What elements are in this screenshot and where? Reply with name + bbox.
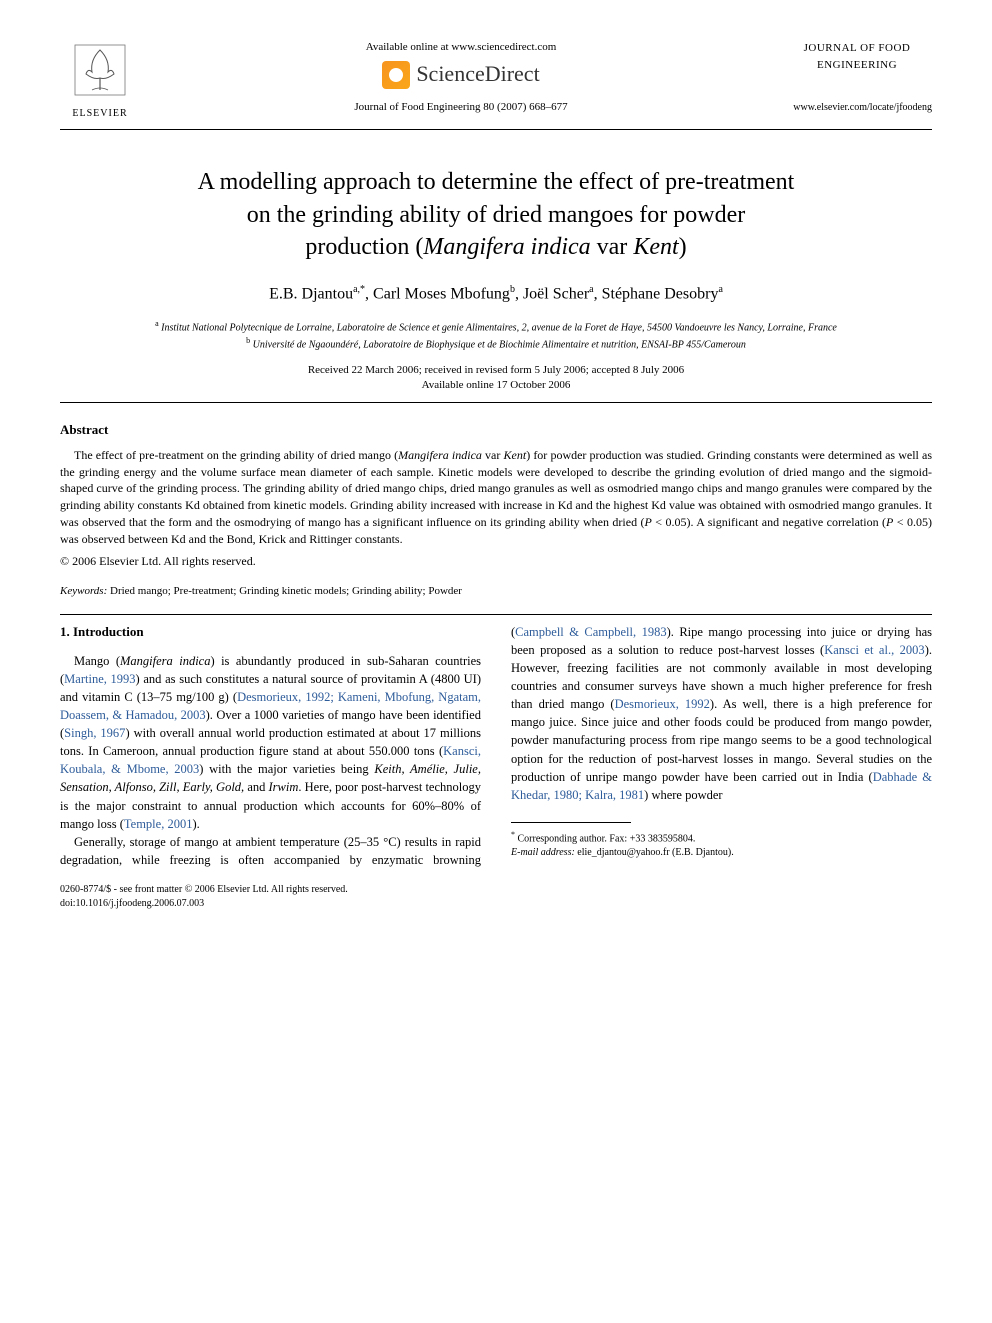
front-matter-line: 0260-8774/$ - see front matter © 2006 El… (60, 883, 932, 897)
elsevier-tree-icon (70, 40, 130, 100)
keywords-text: Dried mango; Pre-treatment; Grinding kin… (107, 585, 462, 597)
title-variety: Kent (633, 234, 678, 260)
intro-heading: 1. Introduction (60, 623, 481, 642)
ref-singh[interactable]: Singh, 1967 (64, 726, 125, 740)
journal-title-caps: JOURNAL OF FOOD ENGINEERING (782, 40, 932, 73)
p1a: Mango ( (74, 654, 120, 668)
sciencedirect-logo: ScienceDirect (160, 59, 762, 90)
affiliations: a Institut National Polytecnique de Lorr… (60, 318, 932, 353)
email-line: E-mail address: elie_djantou@yahoo.fr (E… (511, 846, 932, 860)
p2e: ) where powder (644, 788, 722, 802)
page-header: ELSEVIER Available online at www.science… (60, 40, 932, 121)
affil-b-text: Université de Ngaoundéré, Laboratoire de… (250, 340, 746, 351)
p1l: ). (192, 817, 199, 831)
affil-a-text: Institut National Polytecnique de Lorrai… (159, 322, 837, 333)
title-line3c: var (591, 234, 634, 260)
abs-species: Mangifera indica (398, 448, 482, 462)
p1g: ) with the major varieties being (199, 762, 374, 776)
title-species: Mangifera indica (423, 234, 590, 260)
ref-desmorieux-1992[interactable]: Desmorieux, 1992 (615, 697, 710, 711)
article-dates: Received 22 March 2006; received in revi… (60, 363, 932, 394)
elsevier-logo: ELSEVIER (60, 40, 140, 121)
ref-kansci-2003[interactable]: Kansci et al., 2003 (824, 643, 924, 657)
dates-line2: Available online 17 October 2006 (422, 379, 571, 391)
bottom-meta: 0260-8774/$ - see front matter © 2006 El… (60, 883, 932, 911)
elsevier-label: ELSEVIER (60, 107, 140, 121)
rule-above-abstract (60, 402, 932, 403)
author-2: , Carl Moses Mbofung (365, 286, 510, 303)
locate-url: www.elsevier.com/locate/jfoodeng (782, 101, 932, 115)
intro-para-1: Mango (Mangifera indica) is abundantly p… (60, 652, 481, 833)
keywords-line: Keywords: Dried mango; Pre-treatment; Gr… (60, 584, 932, 599)
email-suffix: (E.B. Djantou). (670, 847, 734, 858)
center-header: Available online at www.sciencedirect.co… (140, 40, 782, 116)
rule-below-keywords (60, 614, 932, 615)
sciencedirect-icon (382, 61, 410, 89)
right-header: JOURNAL OF FOOD ENGINEERING www.elsevier… (782, 40, 932, 115)
footnote-separator (511, 822, 631, 823)
ref-martine[interactable]: Martine, 1993 (64, 672, 135, 686)
email-label: E-mail address: (511, 847, 575, 858)
abstract-body: The effect of pre-treatment on the grind… (60, 447, 932, 548)
abs-p1: P (645, 515, 652, 529)
footnotes: * Corresponding author. Fax: +33 3835958… (511, 829, 932, 860)
corr-text: Corresponding author. Fax: +33 383595804… (515, 833, 695, 844)
ref-campbell[interactable]: Campbell & Campbell, 1983 (515, 625, 666, 639)
abs-variety: Kent (504, 448, 527, 462)
sciencedirect-text: ScienceDirect (416, 59, 539, 90)
title-line3a: production ( (305, 234, 423, 260)
corresponding-author-note: * Corresponding author. Fax: +33 3835958… (511, 829, 932, 846)
header-rule (60, 129, 932, 130)
title-line2: on the grinding ability of dried mangoes… (247, 202, 746, 228)
body-columns: 1. Introduction Mango (Mangifera indica)… (60, 623, 932, 869)
doi-line: doi:10.1016/j.jfoodeng.2006.07.003 (60, 897, 932, 911)
title-line3e: ) (679, 234, 687, 260)
email-value[interactable]: elie_djantou@yahoo.fr (575, 847, 670, 858)
p1-species: Mangifera indica (120, 654, 210, 668)
keywords-label: Keywords: (60, 585, 107, 597)
abs-c: var (482, 448, 504, 462)
ref-temple[interactable]: Temple, 2001 (124, 817, 193, 831)
p1i: and (244, 780, 268, 794)
copyright-line: © 2006 Elsevier Ltd. All rights reserved… (60, 553, 932, 570)
author-4: , Stéphane Desobry (594, 286, 719, 303)
authors-line: E.B. Djantoua,*, Carl Moses Mbofungb, Jo… (60, 283, 932, 306)
abstract-heading: Abstract (60, 421, 932, 439)
abs-g: < 0.05). A significant and negative corr… (652, 515, 886, 529)
title-line1: A modelling approach to determine the ef… (198, 169, 795, 195)
author-4-sup: a (718, 284, 722, 295)
author-1-sup: a,* (353, 284, 365, 295)
journal-title-caps-text: JOURNAL OF FOOD ENGINEERING (804, 42, 911, 71)
abs-a: The effect of pre-treatment on the grind… (74, 448, 398, 462)
author-3: , Joël Scher (515, 286, 589, 303)
p1-irwim: Irwim (269, 780, 299, 794)
author-1: E.B. Djantou (269, 286, 353, 303)
article-title: A modelling approach to determine the ef… (100, 166, 892, 263)
journal-reference: Journal of Food Engineering 80 (2007) 66… (160, 100, 762, 115)
available-online-text: Available online at www.sciencedirect.co… (160, 40, 762, 55)
dates-line1: Received 22 March 2006; received in revi… (308, 364, 684, 376)
